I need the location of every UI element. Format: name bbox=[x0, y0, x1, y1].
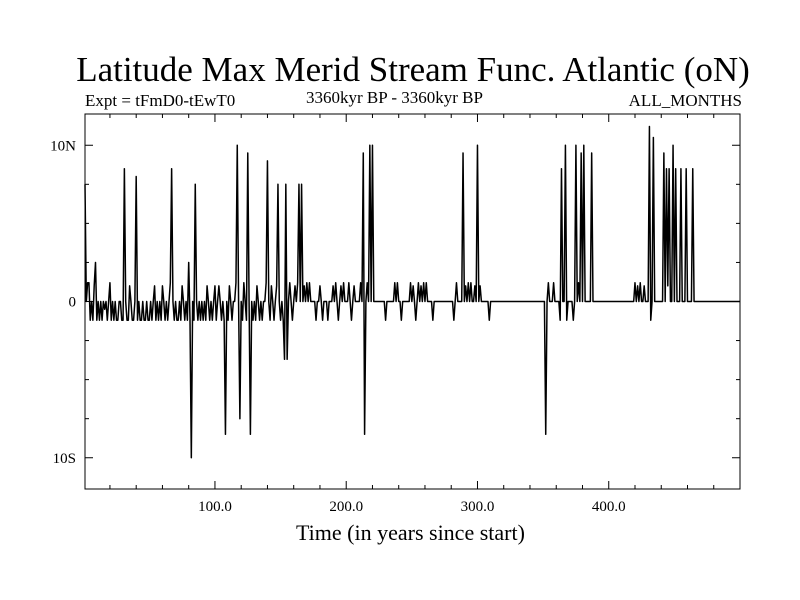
x-tick-label: 300.0 bbox=[461, 499, 495, 515]
x-tick-label: 400.0 bbox=[592, 499, 626, 515]
experiment-label: Expt = tFmD0-tEwT0 bbox=[85, 91, 236, 110]
x-tick-label: 200.0 bbox=[329, 499, 363, 515]
x-tick-label: 100.0 bbox=[198, 499, 232, 515]
y-tick-label: 10N bbox=[50, 138, 76, 154]
y-tick-label: 10S bbox=[53, 451, 76, 467]
x-axis-label: Time (in years since start) bbox=[296, 520, 525, 545]
period-label: 3360kyr BP - 3360kyr BP bbox=[306, 88, 483, 107]
chart-title: Latitude Max Merid Stream Func. Atlantic… bbox=[76, 50, 750, 89]
y-tick-label: 0 bbox=[69, 295, 77, 311]
months-label: ALL_MONTHS bbox=[628, 91, 742, 110]
series-line bbox=[84, 125, 740, 459]
